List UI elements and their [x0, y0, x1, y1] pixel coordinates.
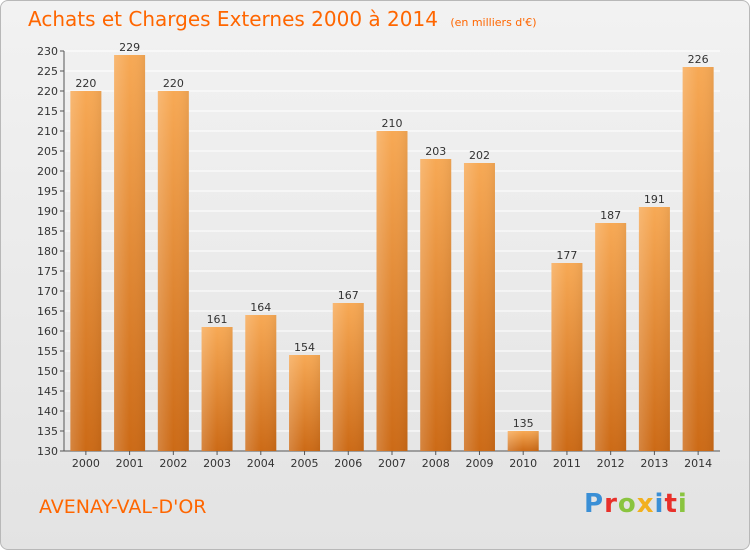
- y-tick-label: 150: [37, 365, 58, 378]
- y-tick-label: 155: [37, 345, 58, 358]
- chart-title-text: Achats et Charges Externes 2000 à 2014: [28, 7, 438, 31]
- bar-shade: [682, 67, 714, 451]
- bar-value-label: 202: [469, 149, 490, 162]
- x-tick-label: 2009: [465, 457, 493, 470]
- bar-value-label: 154: [294, 341, 315, 354]
- bar-value-label: 164: [250, 301, 271, 314]
- bar-value-label: 187: [600, 209, 621, 222]
- y-tick-label: 185: [37, 225, 58, 238]
- bar-shade: [595, 223, 627, 451]
- x-tick-label: 2013: [640, 457, 668, 470]
- bar-value-label: 229: [119, 41, 140, 54]
- y-tick-label: 225: [37, 65, 58, 78]
- y-tick-label: 175: [37, 265, 58, 278]
- chart-title: Achats et Charges Externes 2000 à 2014 (…: [28, 7, 537, 31]
- x-axis: 2000 2001 2002 2003 2004 2005 2006 2007 2008 2009…: [72, 451, 712, 470]
- location-name: AVENAY-VAL-D'OR: [39, 496, 207, 518]
- bars: 220 229 220 161 164 154 167 210 203 202 135 177 187 1…: [70, 41, 714, 451]
- bar-value-label: 135: [513, 417, 534, 430]
- bar-value-label: 191: [644, 193, 665, 206]
- proxiti-logo[interactable]: Proxiti: [584, 489, 688, 519]
- y-tick-label: 165: [37, 305, 58, 318]
- bar-shade: [507, 431, 539, 451]
- y-tick-label: 180: [37, 245, 58, 258]
- y-tick-label: 170: [37, 285, 58, 298]
- x-tick-label: 2010: [509, 457, 537, 470]
- bar-value-label: 177: [556, 249, 577, 262]
- bar-shade: [638, 207, 670, 451]
- x-tick-label: 2002: [159, 457, 187, 470]
- bar-shade: [332, 303, 364, 451]
- x-tick-label: 2006: [334, 457, 362, 470]
- bar-shade: [551, 263, 583, 451]
- bar-value-label: 210: [382, 117, 403, 130]
- bar-shade: [157, 91, 189, 451]
- bar-shade: [289, 355, 321, 451]
- y-tick-label: 130: [37, 445, 58, 458]
- bar-value-label: 220: [75, 77, 96, 90]
- chart-unit: (en milliers d'€): [450, 16, 537, 29]
- y-tick-label: 135: [37, 425, 58, 438]
- y-tick-label: 215: [37, 105, 58, 118]
- bar-value-label: 220: [163, 77, 184, 90]
- y-tick-label: 160: [37, 325, 58, 338]
- bar-shade: [376, 131, 408, 451]
- bar-value-label: 161: [207, 313, 228, 326]
- bar-value-label: 226: [688, 53, 709, 66]
- bar-shade: [463, 163, 495, 451]
- x-tick-label: 2000: [72, 457, 100, 470]
- y-tick-label: 145: [37, 385, 58, 398]
- bar-shade: [420, 159, 452, 451]
- x-tick-label: 2012: [597, 457, 625, 470]
- x-tick-label: 2008: [422, 457, 450, 470]
- bar-shade: [201, 327, 233, 451]
- bar-value-label: 203: [425, 145, 446, 158]
- y-tick-label: 200: [37, 165, 58, 178]
- x-tick-label: 2004: [247, 457, 275, 470]
- x-tick-label: 2007: [378, 457, 406, 470]
- y-tick-label: 190: [37, 205, 58, 218]
- x-tick-label: 2001: [116, 457, 144, 470]
- x-tick-label: 2005: [291, 457, 319, 470]
- bar-value-label: 167: [338, 289, 359, 302]
- y-tick-label: 210: [37, 125, 58, 138]
- y-tick-label: 220: [37, 85, 58, 98]
- bar-shade: [70, 91, 102, 451]
- y-tick-label: 195: [37, 185, 58, 198]
- bar-shade: [114, 55, 146, 451]
- x-tick-label: 2014: [684, 457, 712, 470]
- y-tick-label: 205: [37, 145, 58, 158]
- x-tick-label: 2003: [203, 457, 231, 470]
- y-tick-label: 230: [37, 45, 58, 58]
- y-tick-label: 140: [37, 405, 58, 418]
- x-tick-label: 2011: [553, 457, 581, 470]
- bar-shade: [245, 315, 277, 451]
